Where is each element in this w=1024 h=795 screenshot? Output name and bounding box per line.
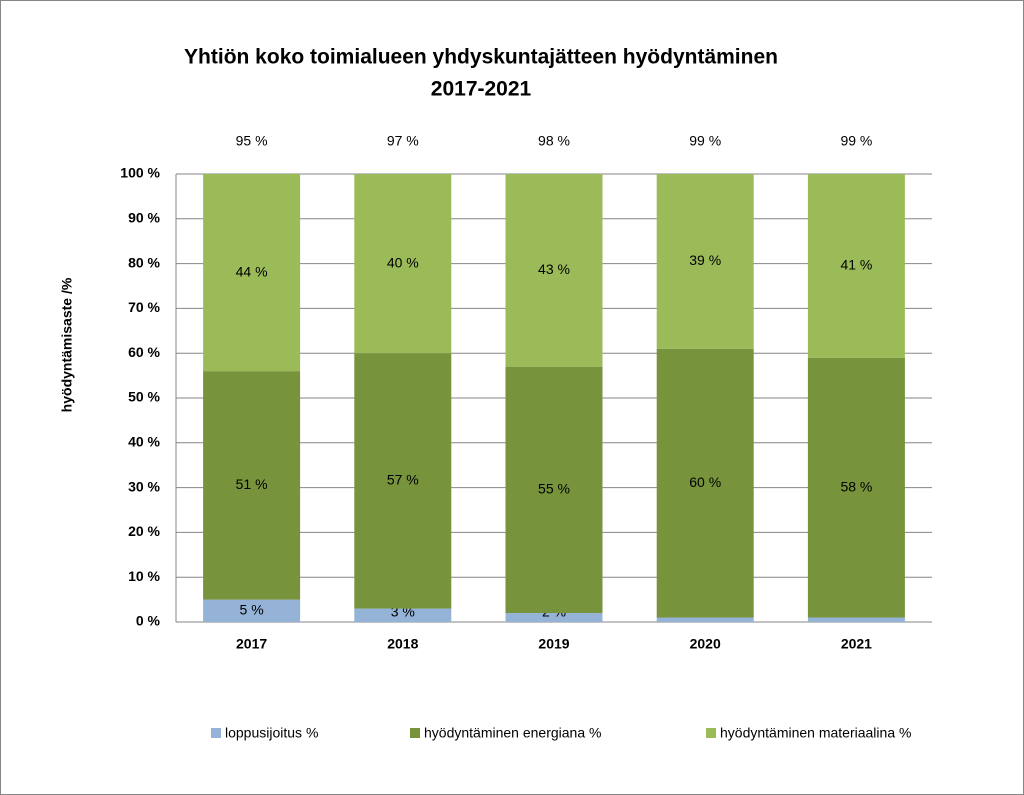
bar-segment [656,617,754,622]
legend-swatch [410,728,420,738]
y-tick-label: 0 % [136,613,161,629]
data-label: 5 % [240,602,264,618]
data-label: 57 % [387,472,419,488]
bar-segment [505,174,603,367]
x-tick-label: 2021 [841,636,872,652]
annotation: 99 % [840,133,872,149]
bar-segment [656,174,754,349]
annotation: 97 % [387,133,419,149]
y-tick-label: 100 % [120,165,160,181]
bar-segment [354,174,452,354]
bar-segment [505,613,603,622]
bar-segment [807,174,905,358]
y-tick-label: 90 % [128,210,160,226]
data-label: 55 % [538,481,570,497]
data-label: 41 % [840,257,872,273]
data-label: 58 % [840,478,872,494]
data-label: 43 % [538,261,570,277]
y-tick-label: 30 % [128,478,160,494]
annotation: 99 % [689,133,721,149]
x-tick-label: 2017 [236,636,267,652]
chart-title: Yhtiön koko toimialueen yhdyskuntajättee… [184,46,778,69]
y-tick-label: 70 % [128,299,160,315]
y-tick-label: 10 % [128,568,160,584]
annotation: 95 % [236,133,268,149]
y-tick-label: 20 % [128,523,160,539]
x-tick-label: 2020 [690,636,721,652]
y-axis-label: hyödyntämisaste /% [59,277,75,412]
bar-segment [807,357,905,618]
y-tick-label: 60 % [128,344,160,360]
legend-label: loppusijoitus % [225,725,318,741]
annotation: 98 % [538,133,570,149]
data-label: 51 % [236,476,268,492]
chart-title: 2017-2021 [431,78,532,101]
data-label: 40 % [387,254,419,270]
y-tick-label: 40 % [128,434,160,450]
legend-label: hyödyntäminen materiaalina % [720,725,911,741]
bar-segment [656,348,754,618]
x-tick-label: 2019 [538,636,569,652]
bar-segment [203,174,301,372]
bar-segment [505,366,603,614]
y-tick-label: 50 % [128,389,160,405]
bar-segment [354,353,452,609]
bar-segment [354,608,452,622]
bar-segment [203,371,301,600]
bar-segment [807,617,905,622]
data-label: 44 % [236,263,268,279]
data-label: 60 % [689,474,721,490]
legend-swatch [706,728,716,738]
legend-swatch [211,728,221,738]
bar-segment [203,599,301,622]
data-label: 39 % [689,252,721,268]
x-tick-label: 2018 [387,636,418,652]
legend-label: hyödyntäminen energiana % [424,725,601,741]
y-tick-label: 80 % [128,254,160,270]
